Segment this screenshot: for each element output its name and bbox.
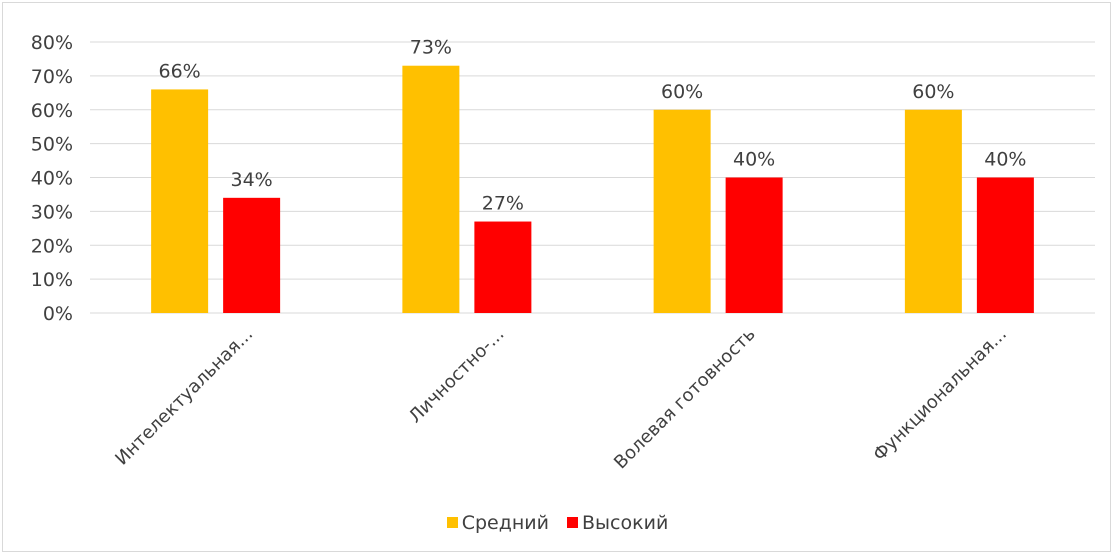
data-label-sredniy-1: 66% bbox=[159, 60, 201, 82]
data-label-vysokiy-1: 34% bbox=[231, 169, 273, 191]
category-label-3: Волевая готовность bbox=[610, 324, 760, 474]
bar-sredniy-2 bbox=[402, 65, 460, 314]
data-labels: 66% 34% 73% 27% 60% 40% 60% 40% bbox=[159, 37, 1027, 215]
bar-vysokiy-4 bbox=[976, 177, 1034, 313]
legend-swatch-sredniy bbox=[446, 517, 458, 528]
legend-item-sredniy: Средний bbox=[446, 512, 549, 534]
category-labels: Интелектуальная... Личностно-... Волевая г… bbox=[111, 324, 1011, 474]
data-label-vysokiy-2: 27% bbox=[482, 193, 524, 215]
y-tick-label-60: 60% bbox=[31, 100, 73, 122]
y-tick-label-10: 10% bbox=[31, 269, 73, 291]
y-tick-label-80: 80% bbox=[31, 32, 73, 54]
data-label-sredniy-3: 60% bbox=[661, 81, 703, 103]
data-label-sredniy-2: 73% bbox=[410, 37, 452, 59]
bar-sredniy-1 bbox=[151, 89, 209, 313]
bar-sredniy-4 bbox=[904, 109, 962, 313]
y-tick-label-0: 0% bbox=[43, 303, 73, 325]
legend-item-vysokiy: Высокий bbox=[567, 512, 668, 534]
y-tick-label-20: 20% bbox=[31, 235, 73, 257]
legend-swatch-vysokiy bbox=[567, 517, 579, 528]
y-tick-label-70: 70% bbox=[31, 66, 73, 88]
category-label-2: Личностно-... bbox=[405, 324, 509, 428]
legend-label-vysokiy: Высокий bbox=[582, 512, 669, 534]
y-tick-label-50: 50% bbox=[31, 134, 73, 156]
legend-label-sredniy: Средний bbox=[461, 512, 549, 534]
y-tick-label-30: 30% bbox=[31, 201, 73, 223]
bar-sredniy-3 bbox=[653, 109, 711, 313]
category-label-1: Интелектуальная... bbox=[111, 324, 257, 470]
bar-vysokiy-2 bbox=[474, 221, 532, 313]
bar-vysokiy-1 bbox=[223, 197, 281, 313]
bars bbox=[151, 65, 1034, 314]
legend: Средний Высокий bbox=[0, 512, 1115, 534]
data-label-sredniy-4: 60% bbox=[912, 81, 954, 103]
y-tick-label-40: 40% bbox=[31, 168, 73, 190]
data-label-vysokiy-4: 40% bbox=[984, 149, 1026, 171]
y-axis-ticks: 0% 10% 20% 30% 40% 50% 60% 70% 80% bbox=[31, 32, 73, 325]
data-label-vysokiy-3: 40% bbox=[733, 149, 775, 171]
bar-vysokiy-3 bbox=[725, 177, 783, 313]
category-label-4: Функциональная... bbox=[869, 324, 1011, 466]
